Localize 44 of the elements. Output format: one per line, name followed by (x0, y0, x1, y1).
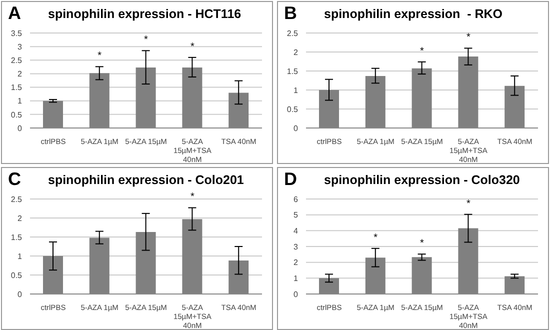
y-tick-label: 1 (294, 274, 299, 284)
text: D (284, 169, 297, 190)
text: C (8, 169, 21, 190)
y-tick-label: 1 (294, 86, 299, 95)
annotation: * (98, 50, 102, 62)
y-tick-label: 5 (294, 210, 299, 220)
y-tick-label: 0 (294, 290, 299, 299)
y-tick-label: 3.5 (10, 28, 23, 38)
y-tick-label: 2.5 (286, 28, 299, 38)
y-tick-label: 3 (294, 242, 299, 252)
y-tick-label: 0 (294, 124, 299, 133)
text: B (284, 3, 297, 24)
y-tick-label: 0.5 (286, 104, 299, 114)
y-tick-label: 2 (294, 258, 299, 268)
y-tick-label: 1 (18, 252, 23, 261)
annotation: * (190, 41, 194, 52)
y-tick-label: 1.5 (286, 66, 299, 76)
chart-title: spinophilin expression - Colo320 (324, 173, 520, 187)
chart-title: spinophilin expression - HCT116 (48, 7, 242, 21)
chart-title: spinophilin expression - RKO (324, 7, 502, 21)
y-tick-label: 3 (18, 42, 23, 52)
y-tick-label: 2 (18, 214, 23, 223)
y-tick-label: 2.5 (10, 56, 23, 65)
annotation: * (420, 46, 424, 57)
annotation: * (420, 238, 424, 250)
annotation: * (190, 192, 194, 203)
annotation: * (374, 232, 378, 244)
y-tick-label: 6 (294, 194, 299, 204)
annotation: * (466, 32, 470, 44)
annotation: * (144, 34, 148, 46)
text: A (8, 3, 21, 24)
y-tick-label: 1.5 (10, 232, 23, 242)
y-tick-label: 1.5 (10, 83, 23, 92)
chart-title: spinophilin expression - Colo201 (48, 173, 244, 187)
y-tick-label: 2 (18, 70, 23, 79)
y-tick-label: 0.5 (10, 110, 23, 120)
y-tick-label: 4 (294, 226, 299, 236)
annotation: * (466, 198, 470, 210)
y-tick-label: 0.5 (10, 270, 23, 280)
y-tick-label: 0 (18, 290, 23, 299)
y-tick-label: 1 (18, 96, 23, 106)
y-tick-label: 2 (294, 48, 299, 57)
y-tick-label: 0 (18, 124, 23, 133)
y-tick-label: 2.5 (10, 194, 23, 204)
